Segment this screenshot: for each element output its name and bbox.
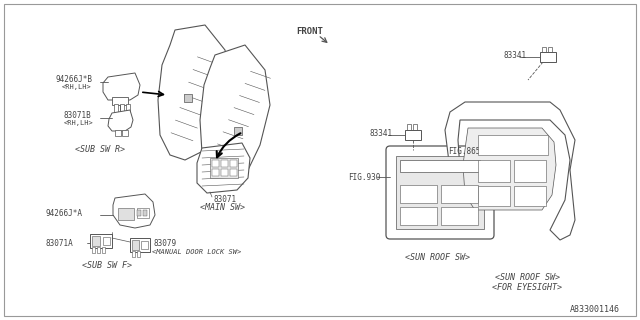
Bar [132,240,139,250]
Text: <SUB SW F>: <SUB SW F> [82,260,132,269]
Bar [137,251,140,257]
Bar [230,169,237,176]
Bar [441,207,478,225]
Text: <MAIN SW>: <MAIN SW> [200,204,245,212]
Text: A833001146: A833001146 [570,306,620,315]
Bar [130,238,150,252]
Bar [221,169,228,176]
Text: 94266J*A: 94266J*A [45,209,82,218]
Bar [413,124,417,130]
Bar [122,130,128,136]
Text: 83071: 83071 [214,196,237,204]
Bar [212,169,219,176]
Bar [478,135,548,155]
Text: <RH,LH>: <RH,LH> [62,84,92,90]
Bar [478,186,510,206]
Bar [118,208,134,220]
Bar [212,160,219,167]
Text: 83341: 83341 [503,52,526,60]
Bar [137,208,149,218]
Text: 83079: 83079 [153,238,176,247]
Polygon shape [113,194,155,228]
Bar [92,236,100,246]
Text: <FOR EYESIGHT>: <FOR EYESIGHT> [492,284,562,292]
Bar [542,47,546,52]
Bar [405,130,421,140]
Bar [112,97,128,105]
Bar [114,104,118,113]
Polygon shape [158,25,230,160]
Bar [137,210,141,216]
Bar [234,127,242,135]
Bar [478,160,510,182]
Text: <RH,LH>: <RH,LH> [64,120,93,126]
Text: 83341: 83341 [370,130,393,139]
Text: FRONT: FRONT [296,28,323,36]
Bar [103,237,110,245]
Bar [514,160,546,182]
FancyBboxPatch shape [386,146,494,239]
Bar [143,210,147,216]
Bar [141,241,148,249]
Polygon shape [103,73,140,100]
Bar [230,160,237,167]
Bar [407,124,411,130]
Bar [540,52,556,62]
Bar [400,207,437,225]
Text: FIG.930: FIG.930 [348,172,380,181]
Bar [120,104,124,113]
Text: 83071B: 83071B [64,110,92,119]
Text: <SUB SW R>: <SUB SW R> [75,146,125,155]
Bar [396,156,484,229]
Bar [90,234,112,248]
Polygon shape [445,102,575,240]
Text: 83071A: 83071A [45,238,73,247]
Bar [92,247,95,253]
Bar [115,130,121,136]
Text: <MANUAL DOOR LOCK SW>: <MANUAL DOOR LOCK SW> [152,249,241,255]
Bar [102,247,105,253]
Bar [400,185,437,203]
Bar [221,160,228,167]
Polygon shape [200,45,270,178]
Polygon shape [463,128,556,210]
Text: 94266J*B: 94266J*B [55,76,92,84]
Polygon shape [197,143,250,193]
Polygon shape [108,110,133,131]
Text: <SUN ROOF SW>: <SUN ROOF SW> [495,274,560,283]
Text: <SUN ROOF SW>: <SUN ROOF SW> [405,253,470,262]
Bar [210,158,238,178]
Bar [132,251,135,257]
Bar [548,47,552,52]
Bar [514,186,546,206]
Bar [184,94,192,102]
Bar [126,104,130,113]
Bar [97,247,100,253]
Bar [441,185,478,203]
Bar [400,160,480,172]
Text: FIG.865: FIG.865 [448,148,481,156]
